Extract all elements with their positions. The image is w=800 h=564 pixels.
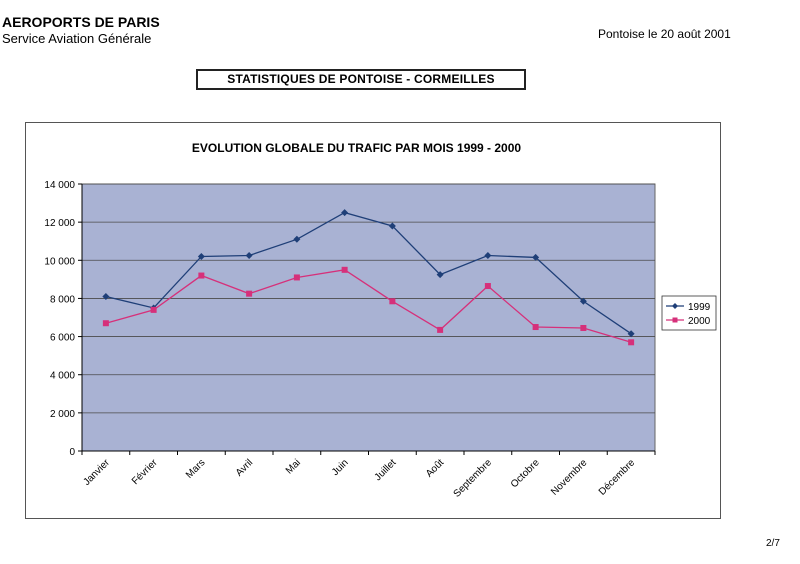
y-tick-label: 2 000 <box>50 409 75 420</box>
data-point-1999 <box>293 235 301 243</box>
legend-marker-1999 <box>672 303 678 309</box>
chart-title: EVOLUTION GLOBALE DU TRAFIC PAR MOIS 199… <box>192 141 521 155</box>
x-tick-label: Septembre <box>452 457 495 500</box>
y-tick-label: 14 000 <box>44 180 75 191</box>
organization-service: Service Aviation Générale <box>2 31 152 46</box>
legend-label-1999: 1999 <box>688 302 711 313</box>
data-point-1999 <box>627 330 635 338</box>
x-tick-label: Décembre <box>597 457 638 498</box>
traffic-line-chart: EVOLUTION GLOBALE DU TRAFIC PAR MOIS 199… <box>44 141 717 500</box>
data-point-2000 <box>580 324 587 331</box>
y-tick-label: 8 000 <box>50 294 75 305</box>
data-point-2000 <box>198 272 205 279</box>
data-point-2000 <box>341 266 348 273</box>
document-title: STATISTIQUES DE PONTOISE - CORMEILLES <box>196 69 526 90</box>
y-tick-label: 4 000 <box>50 371 75 382</box>
data-point-2000 <box>628 339 635 346</box>
x-tick-label: Août <box>424 457 446 479</box>
x-tick-label: Juillet <box>373 457 399 483</box>
data-point-1999 <box>388 222 396 230</box>
x-tick-label: Mars <box>184 457 208 481</box>
document-date: Pontoise le 20 août 2001 <box>598 27 731 41</box>
x-tick-label: Mai <box>284 457 303 476</box>
y-tick-label: 6 000 <box>50 333 75 344</box>
x-tick-label: Octobre <box>509 457 542 490</box>
legend-marker-2000 <box>672 317 678 323</box>
data-point-1999 <box>197 252 205 260</box>
data-point-2000 <box>389 298 396 305</box>
series-line-1999 <box>105 211 632 335</box>
x-tick-label: Juin <box>330 457 351 478</box>
legend <box>661 295 717 331</box>
y-tick-label: 0 <box>69 447 75 458</box>
chart-frame: EVOLUTION GLOBALE DU TRAFIC PAR MOIS 199… <box>25 122 721 519</box>
x-tick-label: Février <box>130 457 160 487</box>
legend-label-2000: 2000 <box>688 316 711 327</box>
page-number: 2/7 <box>766 538 780 549</box>
x-tick-label: Janvier <box>81 457 112 488</box>
series-line-2000 <box>105 269 632 343</box>
data-point-1999 <box>579 297 587 305</box>
data-point-2000 <box>246 290 253 297</box>
plot-area <box>81 183 656 452</box>
x-tick-label: Avril <box>234 457 255 478</box>
data-point-2000 <box>293 274 300 281</box>
data-point-2000 <box>150 306 157 313</box>
data-point-2000 <box>532 324 539 331</box>
data-point-1999 <box>102 293 110 301</box>
data-point-1999 <box>436 271 444 279</box>
data-point-1999 <box>341 209 349 217</box>
data-point-2000 <box>437 326 444 333</box>
data-point-1999 <box>245 252 253 260</box>
data-point-2000 <box>484 283 491 290</box>
y-tick-label: 12 000 <box>44 218 75 229</box>
data-point-1999 <box>532 253 540 261</box>
organization-name: AEROPORTS DE PARIS <box>2 14 160 30</box>
data-point-1999 <box>484 252 492 260</box>
y-tick-label: 10 000 <box>44 256 75 267</box>
data-point-2000 <box>102 320 109 327</box>
x-tick-label: Novembre <box>549 457 590 498</box>
